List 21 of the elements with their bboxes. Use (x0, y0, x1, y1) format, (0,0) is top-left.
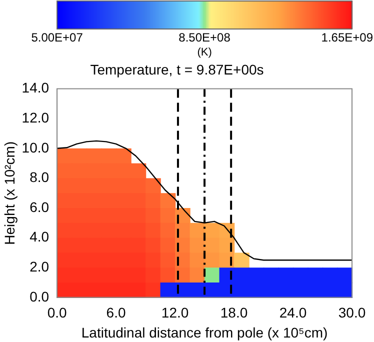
x-tick-label: 12.0 (161, 304, 189, 321)
chart-title: Temperature, t = 9.87E+00s (90, 61, 264, 78)
x-tick-label: 30.0 (338, 304, 366, 321)
x-tick-label: 24.0 (279, 304, 307, 321)
y-axis-title: Height (x 10²cm) (1, 141, 18, 245)
color-bar-title: (K) (197, 46, 212, 59)
y-tick-label: 14.0 (22, 80, 50, 96)
y-tick-label: 4.0 (30, 228, 50, 245)
y-tick-label: 2.0 (30, 258, 50, 274)
y-tick-label: 6.0 (30, 198, 50, 215)
y-tick-label: 8.0 (30, 169, 50, 186)
x-axis-title: Latitudinal distance from pole (x 10⁵cm) (81, 324, 328, 340)
x-tick-label: 6.0 (106, 304, 126, 321)
x-tick-label: 18.0 (220, 304, 248, 321)
y-tick-label: 10.0 (22, 139, 50, 156)
color-bar-label: 5.00E+07 (31, 30, 84, 44)
x-tick-label: 0.0 (47, 304, 67, 321)
color-bar-label: 8.50E+08 (178, 30, 231, 44)
color-bar-label: 1.65E+09 (321, 30, 374, 44)
y-tick-label: 12.0 (22, 109, 50, 126)
y-tick-label: 0.0 (30, 288, 50, 304)
